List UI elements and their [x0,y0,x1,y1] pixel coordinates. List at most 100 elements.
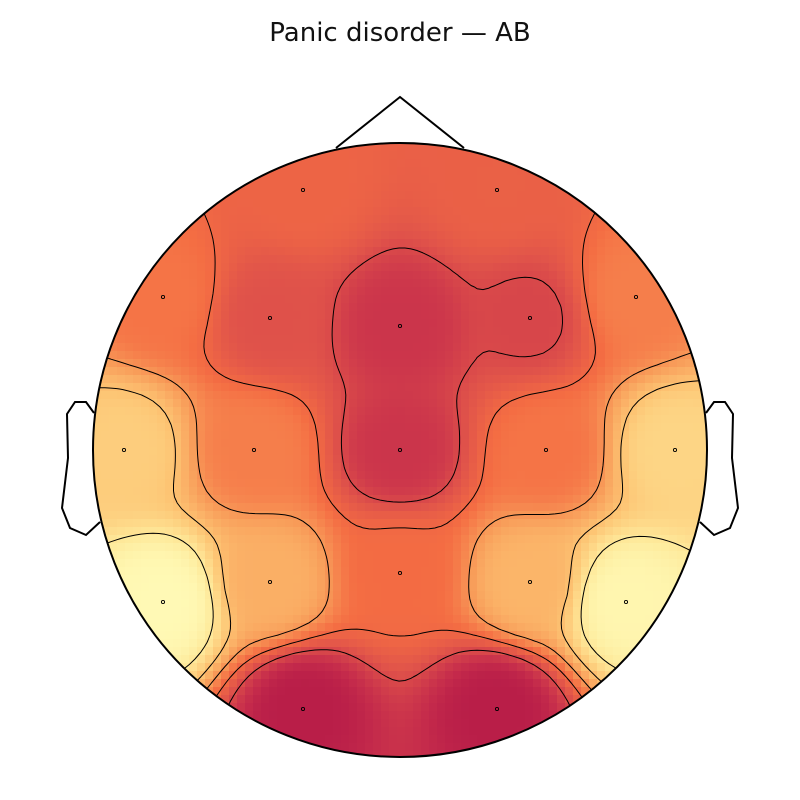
heatmap-cell [293,215,302,224]
heatmap-cell [261,679,270,688]
heatmap-cell [397,183,406,192]
heatmap-cell [189,311,198,320]
heatmap-cell [525,159,534,168]
heatmap-cell [405,407,414,416]
heatmap-cell [453,375,462,384]
heatmap-cell [205,351,214,360]
heatmap-cell [493,743,502,752]
heatmap-cell [125,495,134,504]
heatmap-cell [493,631,502,640]
heatmap-cell [333,551,342,560]
heatmap-cell [373,623,382,632]
heatmap-cell [493,679,502,688]
heatmap-cell [389,399,398,408]
heatmap-cell [253,551,262,560]
heatmap-cell [613,551,622,560]
heatmap-cell [277,327,286,336]
heatmap-cell [181,359,190,368]
heatmap-cell [453,351,462,360]
heatmap-cell [549,599,558,608]
heatmap-cell [357,543,366,552]
heatmap-cell [357,607,366,616]
heatmap-cell [573,383,582,392]
heatmap-cell [221,575,230,584]
heatmap-cell [445,559,454,568]
heatmap-cell [213,279,222,288]
heatmap-cell [525,271,534,280]
heatmap-cell [565,631,574,640]
heatmap-cell [469,255,478,264]
heatmap-cell [597,359,606,368]
heatmap-cell [557,599,566,608]
heatmap-cell [349,591,358,600]
heatmap-cell [621,407,630,416]
heatmap-cell [117,455,126,464]
sensor-fz [397,323,403,329]
heatmap-cell [661,527,670,536]
heatmap-cell [493,711,502,720]
heatmap-cell [197,223,206,232]
heatmap-cell [365,583,374,592]
heatmap-cell [645,359,654,368]
heatmap-cell [125,287,134,296]
heatmap-cell [365,191,374,200]
heatmap-cell [325,711,334,720]
heatmap-cell [597,463,606,472]
heatmap-cell [493,543,502,552]
heatmap-cell [557,287,566,296]
heatmap-cell [461,727,470,736]
heatmap-cell [413,703,422,712]
heatmap-cell [429,487,438,496]
heatmap-cell [429,367,438,376]
heatmap-cell [461,151,470,160]
heatmap-cell [549,335,558,344]
heatmap-cell [333,455,342,464]
heatmap-cell [269,415,278,424]
heatmap-cell [141,327,150,336]
heatmap-cell [205,303,214,312]
heatmap-cell [237,703,246,712]
heatmap-cell [93,471,102,480]
heatmap-cell [285,551,294,560]
heatmap-cell [437,223,446,232]
heatmap-cell [333,567,342,576]
heatmap-cell [517,583,526,592]
heatmap-cell [389,143,398,152]
heatmap-cell [221,519,230,528]
heatmap-cell [197,287,206,296]
heatmap-cell [413,535,422,544]
heatmap-cell [381,151,390,160]
heatmap-cell [373,415,382,424]
heatmap-cell [573,351,582,360]
heatmap-cell [357,567,366,576]
heatmap-cell [413,679,422,688]
heatmap-cell [229,319,238,328]
heatmap-cell [149,407,158,416]
heatmap-cell [237,199,246,208]
heatmap-cell [141,543,150,552]
heatmap-cell [261,335,270,344]
heatmap-cell [397,247,406,256]
heatmap-cell [557,671,566,680]
heatmap-cell [237,255,246,264]
heatmap-cell [413,207,422,216]
heatmap-cell [133,479,142,488]
heatmap-cell [501,543,510,552]
heatmap-cell [381,591,390,600]
heatmap-cell [469,455,478,464]
heatmap-cell [381,183,390,192]
heatmap-cell [461,631,470,640]
heatmap-cell [421,599,430,608]
heatmap-cell [221,535,230,544]
heatmap-cell [637,295,646,304]
heatmap-cell [397,175,406,184]
heatmap-cell [149,439,158,448]
heatmap-cell [253,503,262,512]
heatmap-cell [317,239,326,248]
heatmap-cell [525,567,534,576]
heatmap-cell [629,391,638,400]
heatmap-cell [157,471,166,480]
heatmap-cell [277,487,286,496]
heatmap-cell [413,399,422,408]
heatmap-cell [413,343,422,352]
